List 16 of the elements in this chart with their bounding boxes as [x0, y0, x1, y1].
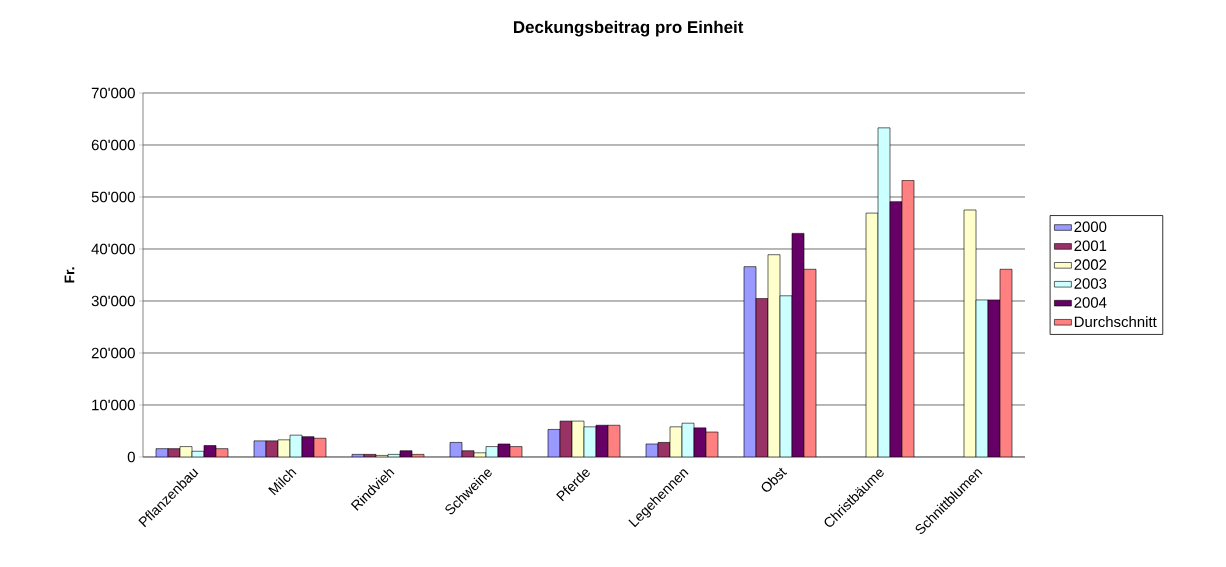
legend-label: 2000: [1074, 221, 1107, 233]
y-tick-label: 50'000: [91, 191, 135, 203]
legend-label: Durchschnitt: [1074, 316, 1157, 328]
legend-label: 2003: [1074, 278, 1107, 289]
legend-label: 2002: [1074, 259, 1107, 270]
legend-label: 2004: [1074, 297, 1107, 308]
y-tick-label: 40'000: [91, 243, 135, 255]
y-tick-label: 30'000: [91, 295, 135, 307]
y-tick-label: 70'000: [91, 87, 135, 99]
y-tick-label: 60'000: [91, 139, 135, 151]
y-tick-label: 20'000: [91, 347, 135, 359]
legend-label: 2001: [1074, 240, 1107, 252]
y-tick-label: 0: [127, 451, 135, 463]
y-axis-title: Fr.: [64, 267, 75, 283]
chart-title: Deckungsbeitrag pro Einheit: [513, 20, 744, 37]
y-tick-label: 10'000: [92, 399, 135, 411]
